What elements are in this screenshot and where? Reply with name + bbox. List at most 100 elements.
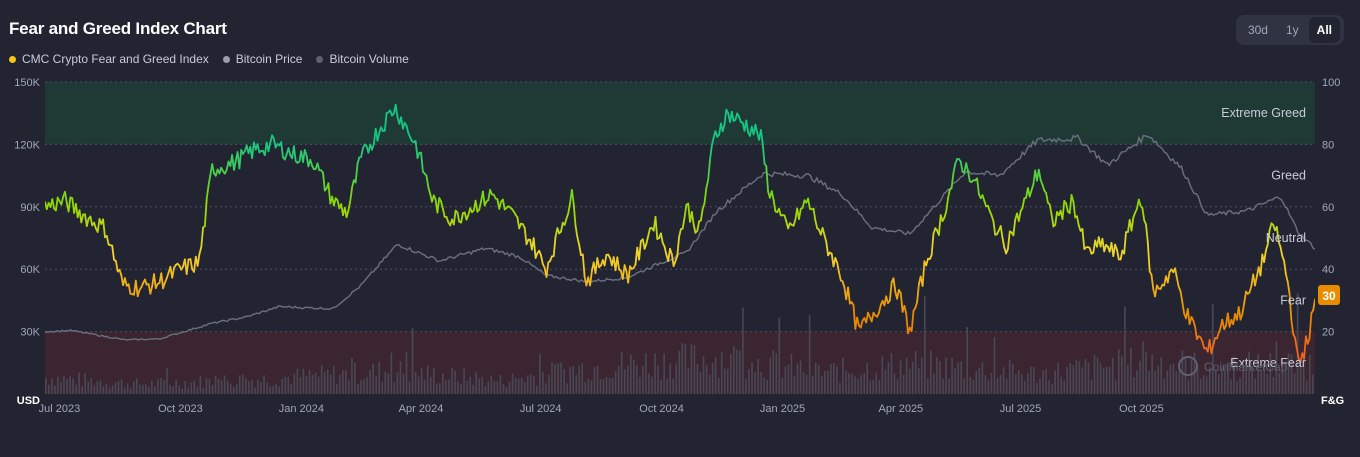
volume-bar <box>1048 380 1050 394</box>
volume-bar <box>636 365 638 394</box>
left-tick-label: 30K <box>20 327 40 339</box>
fear-greed-segment <box>292 145 297 163</box>
volume-bar <box>623 369 626 394</box>
volume-bar <box>1024 380 1026 394</box>
fear-greed-segment <box>478 200 483 211</box>
range-button-30d[interactable]: 30d <box>1247 23 1268 37</box>
fear-greed-segment <box>700 207 704 222</box>
fear-greed-segment <box>1137 198 1142 207</box>
legend-item-bitcoin-price[interactable]: Bitcoin Price <box>222 52 302 66</box>
range-button-1y[interactable]: 1y <box>1285 23 1299 37</box>
fear-greed-segment <box>136 289 141 298</box>
volume-bar <box>223 375 226 394</box>
fear-greed-segment <box>327 182 332 205</box>
volume-bar <box>1205 376 1208 394</box>
fear-greed-segment <box>945 197 949 213</box>
fear-greed-segment <box>55 196 59 212</box>
volume-bar <box>248 381 250 394</box>
volume-bar <box>726 368 729 394</box>
volume-bar <box>978 367 981 394</box>
volume-bar <box>484 386 487 394</box>
fear-greed-segment <box>251 141 255 159</box>
volume-bar <box>126 383 129 394</box>
volume-bar <box>1166 370 1169 394</box>
fear-greed-segment <box>383 112 388 132</box>
volume-bar <box>1045 369 1047 394</box>
chart-legend: CMC Crypto Fear and Greed Index Bitcoin … <box>9 52 409 66</box>
volume-bar <box>387 373 390 394</box>
fear-greed-segment <box>721 123 726 133</box>
volume-bar <box>781 377 784 394</box>
volume-bar <box>887 362 890 394</box>
fear-greed-segment <box>814 219 819 230</box>
volume-bar <box>505 387 508 394</box>
volume-bar <box>232 386 235 394</box>
volume-bar <box>823 370 826 394</box>
volume-bar <box>581 362 584 394</box>
zone-label-1: Greed <box>1271 169 1306 183</box>
volume-bar <box>1096 357 1099 394</box>
volume-bar <box>557 363 559 394</box>
volume-bar <box>520 377 523 394</box>
fear-greed-segment <box>414 140 419 159</box>
fear-greed-segment <box>102 218 106 239</box>
x-tick-label: Oct 2025 <box>1119 403 1164 415</box>
fear-greed-segment <box>654 215 659 240</box>
fear-greed-segment <box>967 170 971 183</box>
fear-greed-segment <box>501 198 506 211</box>
fear-greed-segment <box>124 277 128 287</box>
x-tick-label: Oct 2023 <box>158 403 203 415</box>
volume-bar <box>663 353 665 394</box>
volume-bar <box>614 371 617 394</box>
volume-bar <box>866 362 869 394</box>
fear-greed-segment <box>836 261 840 274</box>
volume-bar <box>254 387 256 394</box>
fear-greed-segment <box>669 247 673 256</box>
fear-greed-segment <box>812 207 817 222</box>
fear-greed-segment <box>1290 319 1295 335</box>
volume-bar <box>899 360 902 394</box>
range-button-all[interactable]: All <box>1308 17 1340 43</box>
volume-bar <box>320 365 323 394</box>
right-tick-label: 40 <box>1322 264 1334 276</box>
zone-labels: Extreme Greed Greed Neutral Fear Extreme Fea… <box>1221 106 1306 370</box>
volume-bar <box>172 386 174 394</box>
fear-greed-segment <box>1072 200 1077 219</box>
volume-bar <box>290 384 293 394</box>
volume-bar <box>363 378 365 394</box>
fear-greed-segment <box>761 142 766 165</box>
volume-bar <box>590 380 593 394</box>
fear-greed-segment <box>1266 229 1271 246</box>
volume-bar <box>490 375 493 394</box>
fear-greed-segment <box>925 257 929 267</box>
fear-greed-segment <box>205 184 210 200</box>
volume-bar <box>651 376 653 394</box>
volume-bar <box>405 351 408 394</box>
volume-bar <box>132 381 135 394</box>
volume-bar <box>881 356 884 394</box>
volume-bar <box>114 382 117 394</box>
x-tick-label: Apr 2024 <box>399 403 444 415</box>
fear-greed-segment <box>481 190 486 207</box>
legend-item-bitcoin-volume[interactable]: Bitcoin Volume <box>316 52 409 66</box>
fear-greed-segment <box>885 295 889 305</box>
volume-bar <box>551 361 553 394</box>
volume-bar <box>572 366 574 394</box>
volume-bar <box>414 371 417 394</box>
volume-bar <box>96 381 99 394</box>
volume-bar <box>323 371 326 394</box>
volume-bar <box>326 369 329 394</box>
fear-greed-segment <box>267 141 272 153</box>
fear-greed-segment <box>1070 194 1075 203</box>
volume-bar <box>1287 353 1290 394</box>
volume-bar <box>463 368 465 394</box>
volume-bar <box>799 360 802 394</box>
volume-bar <box>1042 370 1044 394</box>
volume-bar <box>75 384 77 394</box>
fear-greed-segment <box>1263 249 1267 263</box>
fear-greed-segment <box>1146 241 1151 273</box>
legend-item-fear-greed[interactable]: CMC Crypto Fear and Greed Index <box>9 52 209 66</box>
left-tick-label: 90K <box>20 202 40 214</box>
volume-bar <box>1224 366 1226 394</box>
